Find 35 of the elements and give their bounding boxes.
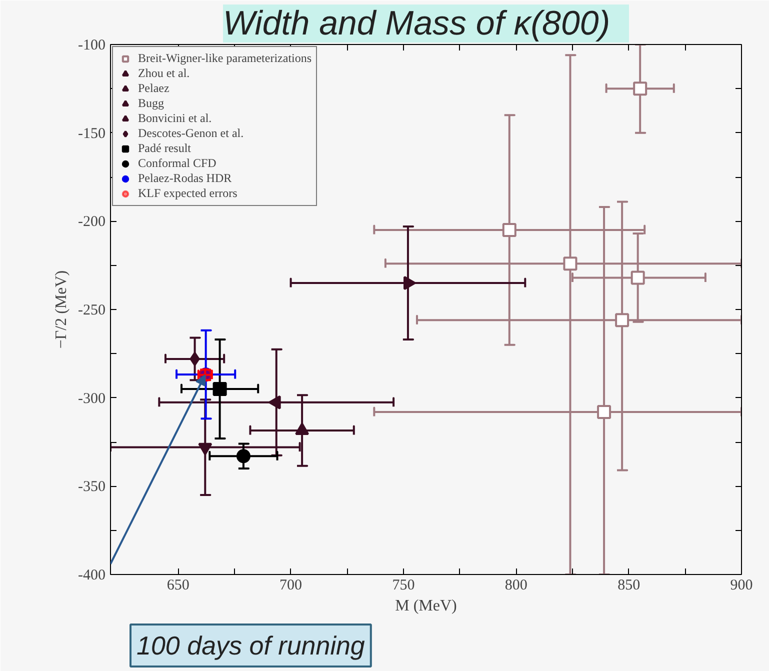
y-tick-label: -200 [78,214,106,230]
legend-label: Bugg [138,96,164,111]
point [615,313,630,328]
y-tick-label: -100 [78,38,106,54]
legend-label: Padé result [138,141,191,156]
x-tick-label: 650 [166,578,190,594]
x-axis-title: M (MeV) [395,598,457,614]
legend-label: Pelaez [138,81,170,96]
text: 100 days of running [136,630,366,660]
legend-label: KLF expected errors [138,186,238,201]
y-tick-label: -400 [78,568,106,584]
legend-label: Pelaez-Rodas HDR [138,171,232,186]
legend-label: Bonvicini et al. [138,111,212,126]
legend-label: Descotes-Genon et al. [138,126,244,141]
y-tick-label: -250 [78,302,106,318]
point [563,256,578,271]
y-tick-label: -350 [78,479,106,496]
point [597,404,612,419]
point [502,223,516,237]
point [630,270,645,285]
x-tick-label: 850 [618,578,640,594]
x-tick-label: 700 [280,578,302,594]
y-tick-label: -300 [78,390,106,407]
y-axis-title: −Γ/2 (MeV) [53,270,70,349]
x-tick-label: 800 [504,578,528,594]
chart-title: Width and Mass of κ(800) [223,4,610,42]
legend-label: Conformal CFD [138,156,216,171]
x-tick-label: 750 [392,578,415,594]
x-tick-label: 900 [730,578,753,594]
point [190,352,200,366]
y-tick-label: -150 [78,126,106,142]
point [212,382,227,396]
legend-label: Breit-Wigner-like parameterizations [138,51,312,66]
point [633,82,648,96]
legend-label: Zhou et al. [138,66,190,81]
